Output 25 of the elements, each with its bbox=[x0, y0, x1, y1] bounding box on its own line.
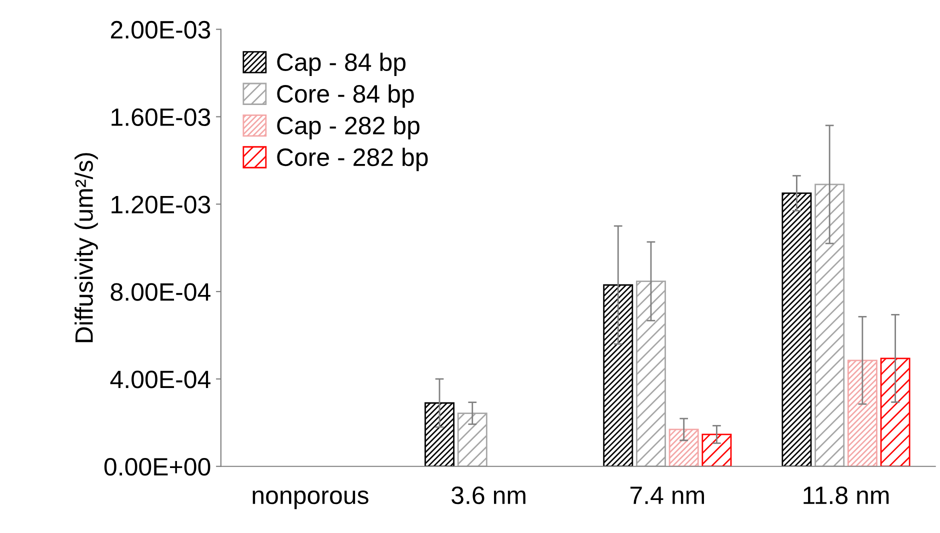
x-tick-label: 3.6 nm bbox=[452, 486, 526, 504]
y-tick-label: 1.20E-03 bbox=[112, 196, 210, 214]
x-tick-label: 11.8 nm bbox=[804, 486, 889, 504]
x-tick-label: 7.4 nm bbox=[630, 486, 704, 504]
bar bbox=[668, 428, 699, 466]
bar bbox=[847, 360, 878, 466]
bar bbox=[702, 434, 732, 466]
y-tick-label: 8.00E-04 bbox=[110, 283, 210, 301]
y-axis-title: Diffusivity (um²/s) bbox=[74, 153, 98, 342]
y-tick-label: 0.00E+00 bbox=[104, 458, 210, 476]
bar bbox=[603, 284, 634, 466]
legend-label: Core - 84 bp bbox=[277, 84, 414, 108]
legend-label: Cap - 282 bp bbox=[277, 116, 420, 140]
y-tick-label: 1.60E-03 bbox=[112, 108, 210, 126]
bar bbox=[457, 412, 488, 466]
x-tick-label: nonporous bbox=[252, 490, 368, 510]
legend-label: Cap - 84 bp bbox=[277, 52, 406, 76]
legend-label: Core - 282 bp bbox=[277, 148, 428, 172]
y-tick-label: 4.00E-04 bbox=[110, 370, 210, 388]
bar bbox=[814, 184, 845, 466]
bar bbox=[880, 358, 910, 466]
bar bbox=[424, 402, 454, 466]
y-tick-label: 2.00E-03 bbox=[110, 20, 210, 39]
bar bbox=[636, 280, 666, 466]
bar bbox=[782, 192, 812, 466]
